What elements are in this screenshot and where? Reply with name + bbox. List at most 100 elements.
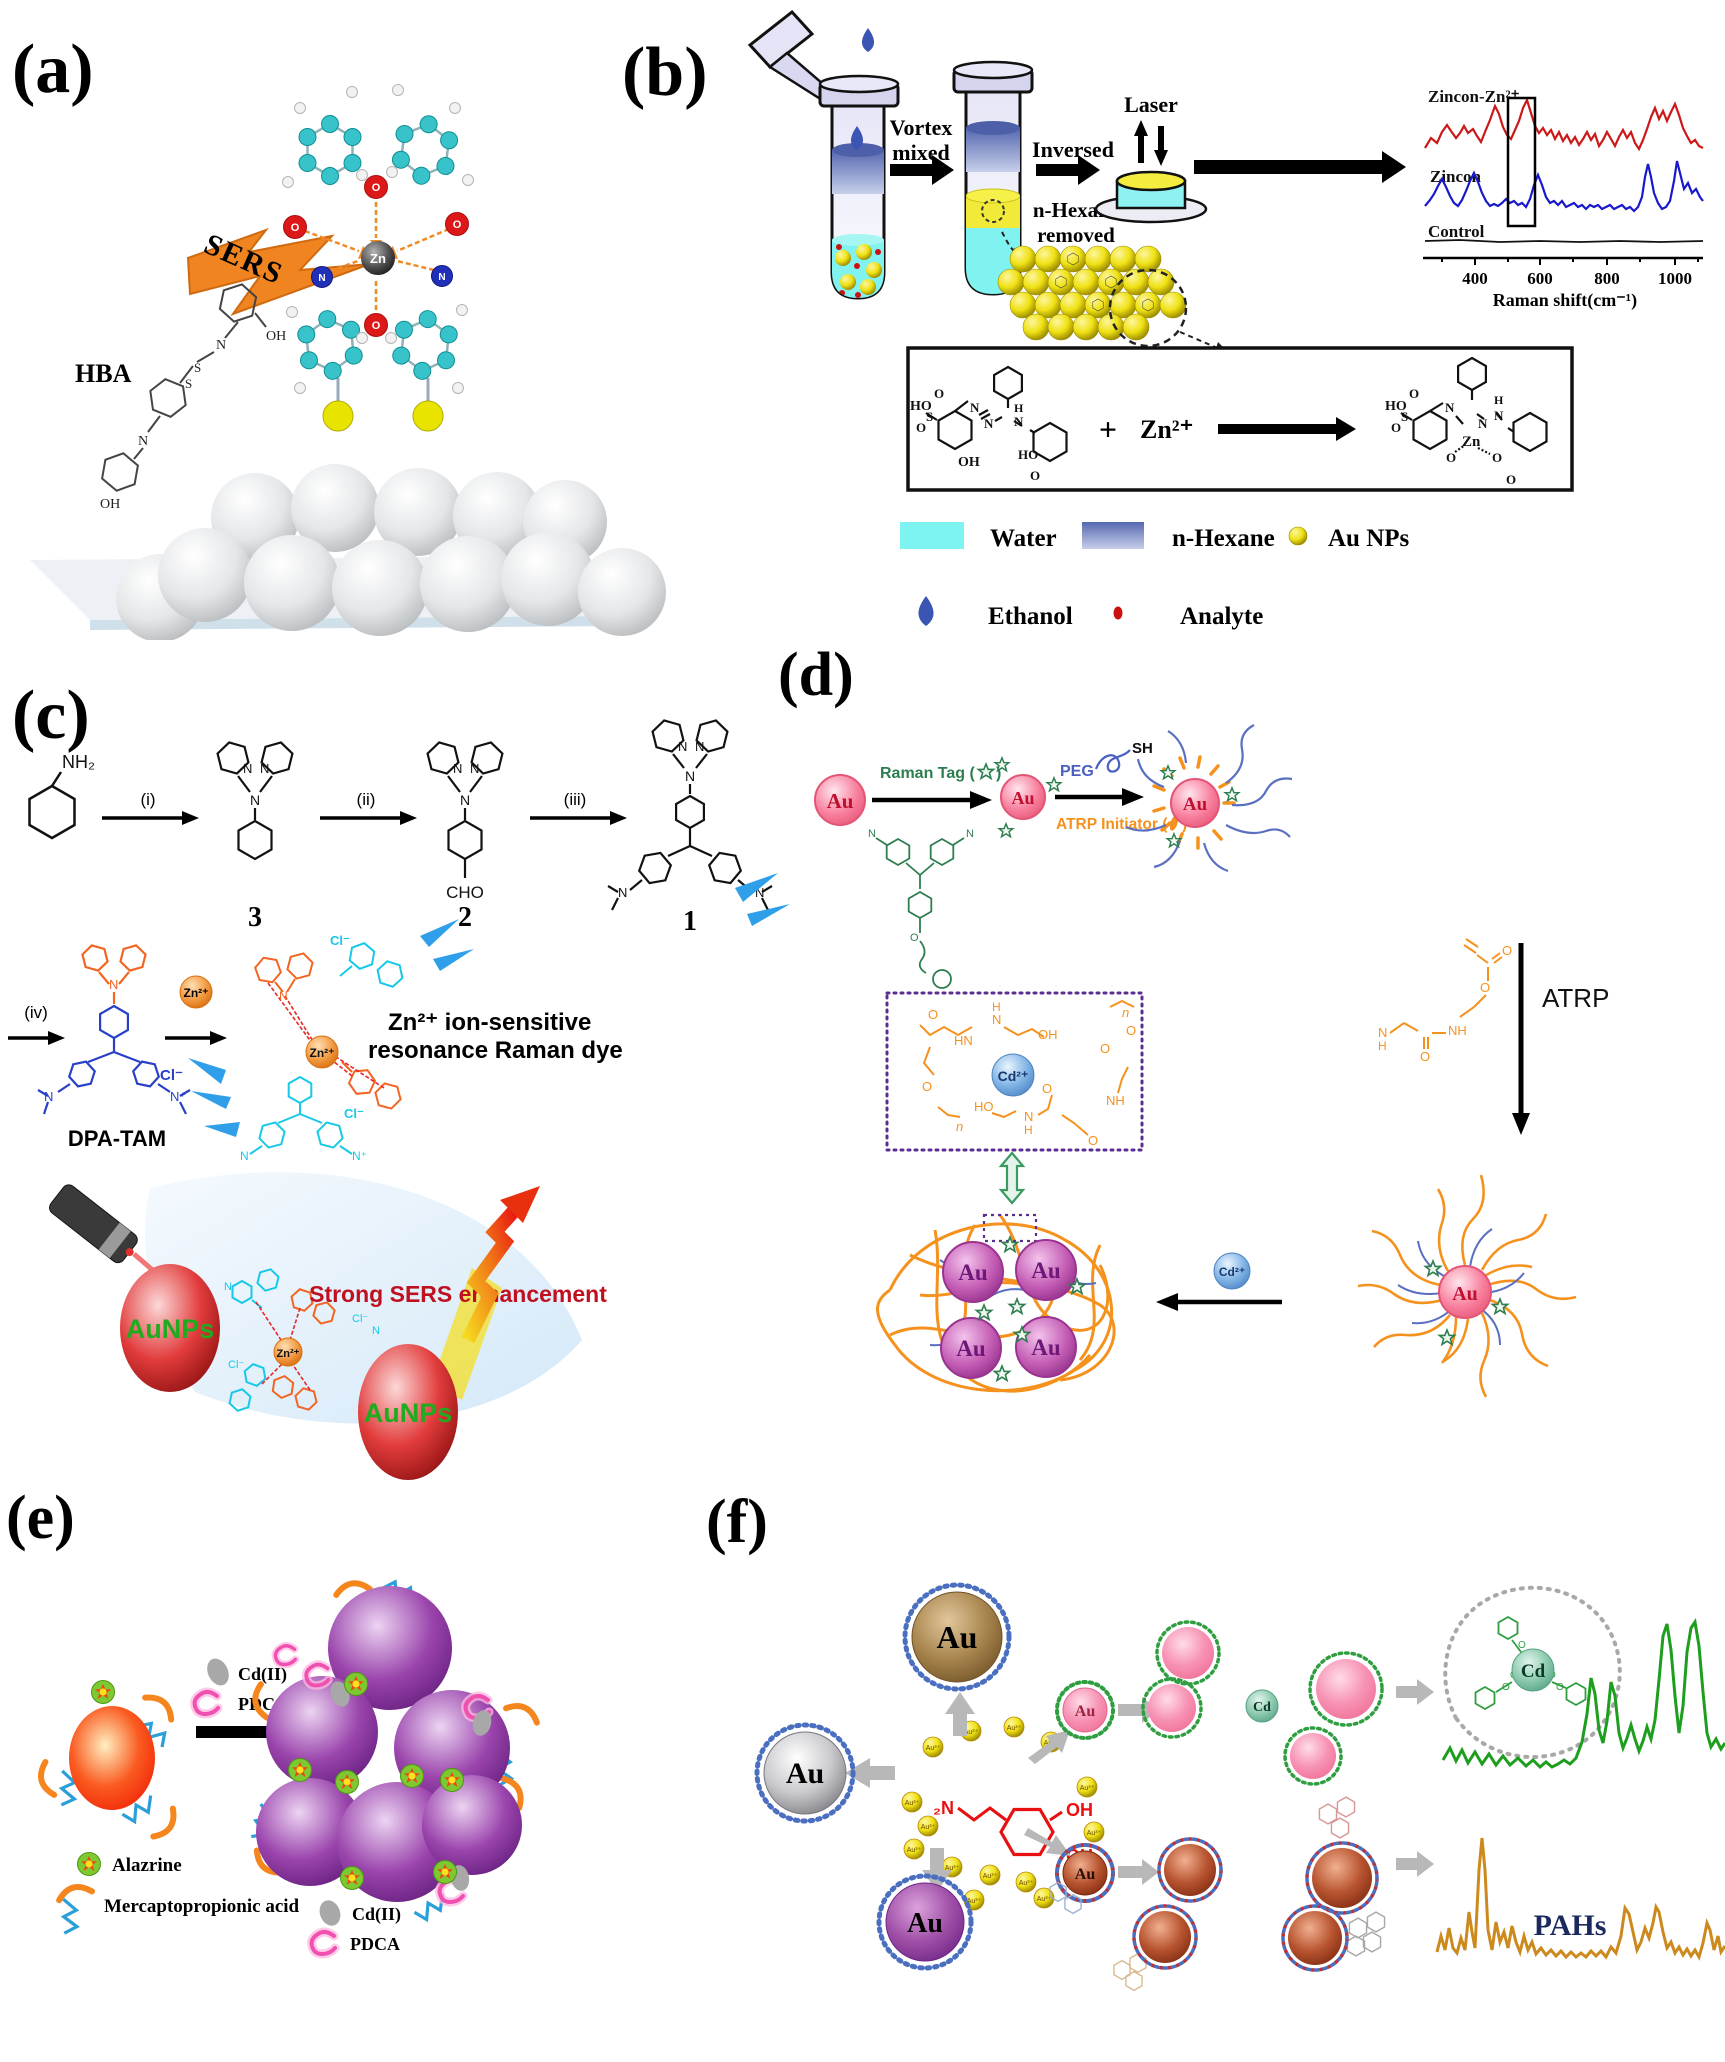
- panel-b-tag: (b): [622, 34, 708, 111]
- oh-label-1: OH: [1066, 1800, 1093, 1820]
- step-ii: (ii): [357, 790, 376, 809]
- box-n: N: [992, 1012, 1001, 1027]
- rx-o: O: [934, 386, 944, 401]
- rx-ho: HO: [1018, 447, 1038, 462]
- px-n: N: [240, 1149, 249, 1163]
- cd-ii-icon: [207, 1658, 229, 1686]
- hba-n1: N: [216, 338, 226, 353]
- rx-s: S: [926, 409, 933, 424]
- peg-squiggle: [1094, 749, 1131, 773]
- c1-n: N: [695, 739, 704, 754]
- cd-capture-cluster: Cd: [1141, 1620, 1384, 1786]
- water-swatch: [900, 522, 964, 549]
- panel-b: (b) Vortex mixed I: [622, 9, 1704, 630]
- purple-au-np: Au: [876, 1873, 974, 1971]
- bx-zn: Zn²⁺: [277, 1348, 300, 1360]
- atrp-label: ATRP: [1542, 983, 1609, 1013]
- tam-n: N: [44, 1089, 53, 1104]
- aunps-sphere-1: AuNPs: [120, 1264, 220, 1392]
- laser-assembly: Laser: [1094, 92, 1208, 224]
- rx2-n: N: [1445, 400, 1455, 415]
- ethanol-swatch: [918, 596, 934, 626]
- cd-ion-label: Cd²⁺: [1219, 1265, 1245, 1279]
- arrow-vortex: [890, 155, 954, 185]
- ligand-o: O: [1556, 1682, 1564, 1693]
- px-n-plus: N⁺: [352, 1149, 367, 1163]
- au3-label: Au³⁺: [967, 1898, 982, 1905]
- zincon-zn-molecule: O O O O N N Zn: [282, 84, 474, 432]
- tick-1000: 1000: [1658, 269, 1692, 288]
- dashed-arrow-1: [1001, 231, 1019, 256]
- px-cl: Cl⁻: [344, 1106, 364, 1121]
- mono-o: O: [1420, 1049, 1430, 1064]
- zn-complex-product: N N N⁺ Cl⁻ Cl⁻ Zn²⁺: [240, 933, 405, 1163]
- au3-label: Au³⁺: [964, 1729, 979, 1736]
- rx2-n: N: [1478, 416, 1488, 431]
- au-label: Au: [1452, 1283, 1478, 1305]
- sampling-dashed-circle: [981, 199, 1005, 223]
- sulfur-atoms: [322, 400, 444, 432]
- silver-au-np: Au: [754, 1722, 856, 1824]
- compound-3: N N N: [214, 738, 296, 861]
- legend: Water n-Hexane Au NPs Ethanol Analyte: [900, 522, 1410, 630]
- cd-ii-label: Cd(II): [238, 1664, 287, 1685]
- zoom-link-arrow: [998, 1151, 1026, 1205]
- legend-hexane: n-Hexane: [1172, 525, 1275, 552]
- rx-h: H: [1014, 401, 1024, 415]
- box-cd-ion: Cd²⁺: [998, 1068, 1029, 1084]
- c2-n: N: [470, 761, 479, 776]
- box-h: H: [1024, 1123, 1033, 1137]
- panel-a-tag: (a): [12, 31, 94, 108]
- compound-1-number: 1: [683, 906, 697, 937]
- box-h: H: [992, 1000, 1001, 1014]
- vortex-label-1: Vortex: [890, 115, 953, 140]
- au-np-2-tagged: Au: [994, 757, 1062, 838]
- bx-n: N: [224, 1281, 232, 1293]
- raman-spectrum: Zincon-Zn²⁺ Zincon Control 400 600 800 1…: [1423, 87, 1704, 311]
- aniline: NH₂: [28, 752, 95, 840]
- tick-400: 400: [1462, 269, 1488, 288]
- step-iii: (iii): [564, 790, 587, 809]
- cd-label: Cd: [1521, 1661, 1546, 1682]
- au-label: Au: [1075, 1703, 1096, 1720]
- c1-n: N: [685, 768, 695, 784]
- legend-ethanol: Ethanol: [988, 603, 1073, 630]
- panel-f: (f) ₂N OH OH Au³⁺ Au³⁺ Au³⁺ Au³⁺ Au³⁺ Au³⁺ Au³…: [706, 1488, 1725, 1992]
- au3-label: Au³⁺: [926, 1745, 941, 1752]
- pahs-label: PAHs: [1534, 1909, 1607, 1942]
- rx2-o: O: [1446, 450, 1456, 465]
- au-label: Au: [1031, 1335, 1061, 1360]
- au3-label: Au³⁺: [1007, 1725, 1022, 1732]
- nitrogen-atoms: N N: [311, 265, 453, 288]
- n-label: N: [318, 273, 325, 284]
- green-spectrum: [1441, 1618, 1725, 1770]
- mono-o: O: [1480, 980, 1490, 995]
- o-label: O: [453, 219, 462, 231]
- rx-n: N: [984, 416, 994, 431]
- bx-n: N: [372, 1325, 380, 1337]
- aunp-swatch: [1288, 526, 1308, 546]
- compound-1: N N N N N: [607, 716, 773, 911]
- cho-label: CHO: [446, 883, 484, 902]
- bx-cl: Cl⁻: [352, 1313, 368, 1325]
- c2-n: N: [460, 792, 470, 808]
- pah-capture-cluster: [1132, 1837, 1379, 1972]
- legend-aunps: Au NPs: [1328, 525, 1410, 552]
- au-label: Au: [937, 1619, 978, 1655]
- panel-d: (d) Au Raman Tag ( ) N N O Au PEG SH ATR…: [778, 645, 1609, 1398]
- rx-ho: HO: [910, 399, 932, 414]
- arrow-inversed: [1036, 155, 1100, 185]
- au-label: Au: [827, 789, 854, 813]
- alazrine-label: Alazrine: [112, 1855, 182, 1876]
- au3-label: Au³⁺: [945, 1865, 960, 1872]
- tag-o: O: [910, 932, 919, 944]
- box-o: O: [928, 1007, 938, 1022]
- sers-lightning-icon: SERS: [186, 227, 371, 317]
- sh-label: SH: [1132, 740, 1153, 757]
- box-o: O: [1088, 1133, 1098, 1148]
- au-label: Au: [1011, 788, 1034, 808]
- mono-n: N: [1378, 1025, 1387, 1040]
- trace-label-zincon: Zincon: [1430, 167, 1482, 186]
- au3-label: Au³⁺: [907, 1847, 922, 1854]
